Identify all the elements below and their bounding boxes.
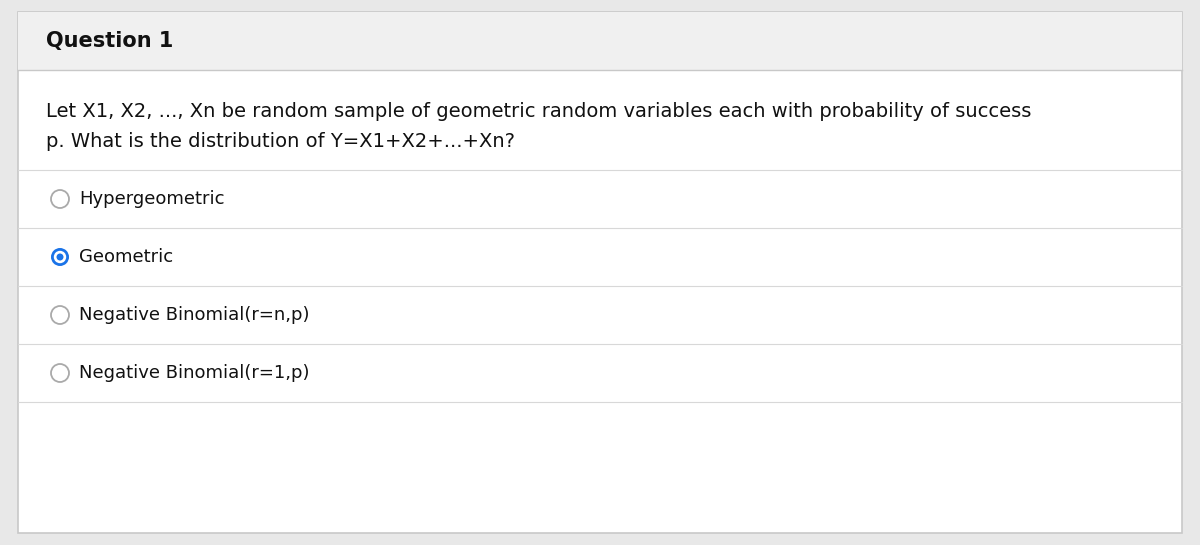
Text: Hypergeometric: Hypergeometric [79, 190, 224, 208]
Circle shape [50, 190, 70, 208]
Circle shape [50, 248, 70, 266]
Bar [18, 12, 1182, 70]
Text: Negative Binomial(r=1,p): Negative Binomial(r=1,p) [79, 364, 310, 382]
Text: Geometric: Geometric [79, 248, 173, 266]
Circle shape [54, 251, 66, 263]
Circle shape [50, 364, 70, 382]
Circle shape [56, 253, 64, 261]
Text: Question 1: Question 1 [46, 31, 173, 51]
Text: Let X1, X2, ..., Xn be random sample of geometric random variables each with pro: Let X1, X2, ..., Xn be random sample of … [46, 102, 1031, 121]
Circle shape [50, 306, 70, 324]
Text: p. What is the distribution of Y=X1+X2+...+Xn?: p. What is the distribution of Y=X1+X2+.… [46, 132, 515, 151]
Text: Negative Binomial(r=n,p): Negative Binomial(r=n,p) [79, 306, 310, 324]
